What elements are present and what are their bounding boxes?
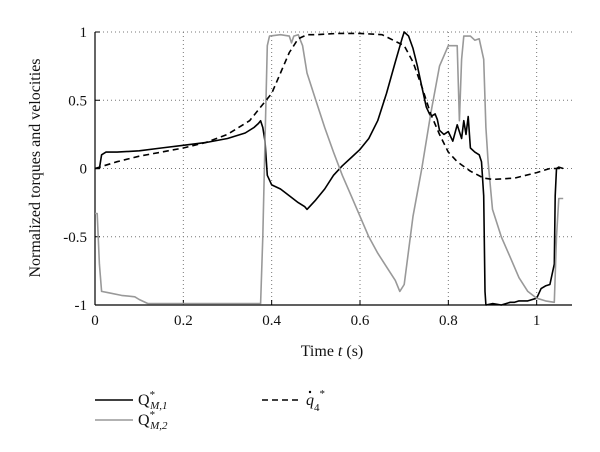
x-tick-label: 0.4 xyxy=(262,313,281,329)
legend-label-q-m2: Q* M,2 xyxy=(138,409,168,432)
x-tick-label: 1 xyxy=(533,313,541,329)
legend-label-q4-dot: q4* xyxy=(306,388,325,414)
legend: Q* M,1 Q* M,2 q4* xyxy=(95,388,325,432)
x-tick-label: 0 xyxy=(91,313,99,329)
series-line-2 xyxy=(94,32,564,181)
y-tick-label: 0.5 xyxy=(68,93,87,109)
y-tick-label: -1 xyxy=(75,298,88,314)
series-line-1 xyxy=(95,33,564,305)
legend-label-q-m1: Q* M,1 xyxy=(138,389,167,412)
legend-dot-mark xyxy=(308,390,312,394)
x-tick-label: 0.6 xyxy=(351,313,370,329)
grid xyxy=(95,31,572,305)
series-layer xyxy=(94,31,564,306)
x-axis-label: Time t (s) xyxy=(301,343,364,360)
y-tick-label: 0 xyxy=(80,162,88,178)
x-tick-label: 0.2 xyxy=(174,313,193,329)
y-tick-label: 1 xyxy=(80,25,88,41)
axes xyxy=(94,31,572,306)
series-line-0 xyxy=(95,31,564,306)
x-tick-label: 0.8 xyxy=(439,313,458,329)
y-axis-label: Normalized torques and velocities xyxy=(27,58,44,277)
y-tick-label: -0.5 xyxy=(63,230,87,246)
tick-labels: 0 0.2 0.4 0.6 0.8 1 1 0.5 0 -0.5 -1 xyxy=(63,25,540,329)
